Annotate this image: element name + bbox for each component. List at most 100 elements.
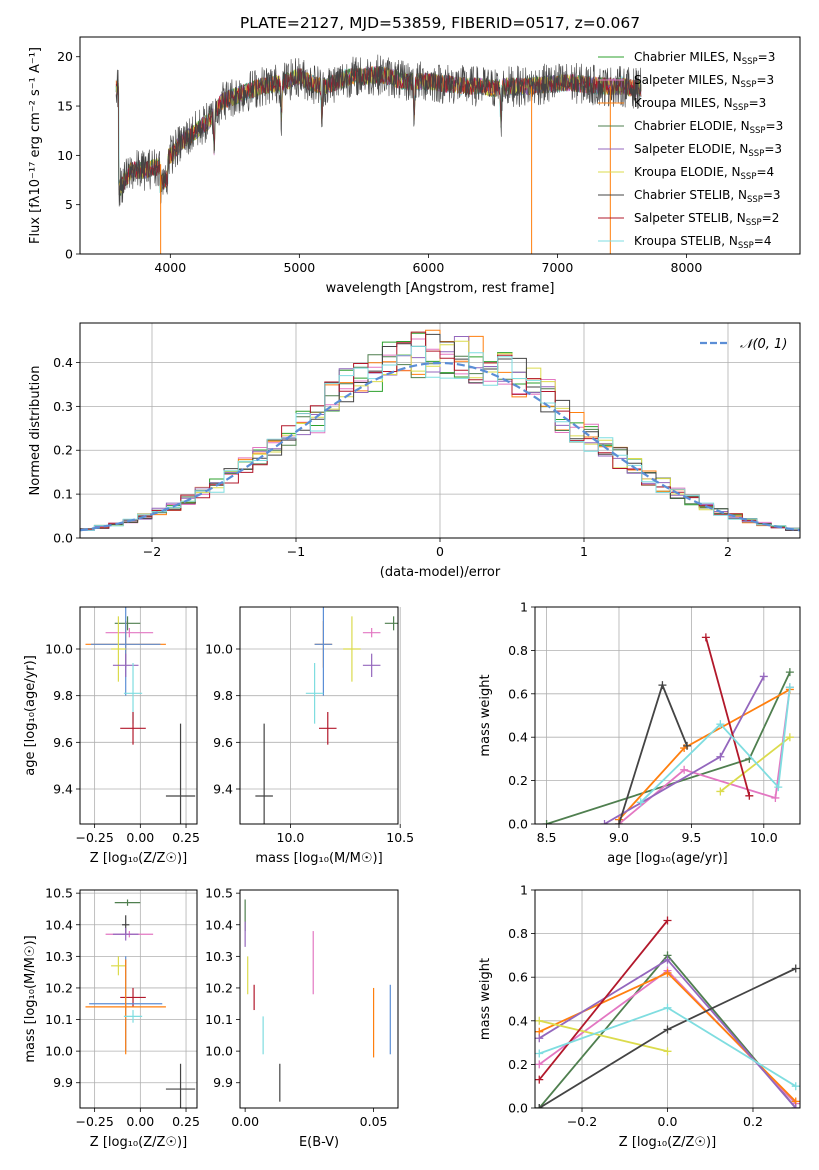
residuals-plot-area [80,329,800,532]
y-tick-label: 1 [520,883,528,898]
weight-marker [535,1104,544,1108]
weight-marker [663,955,672,964]
x-tick-label: 0.00 [126,1114,154,1129]
weight-marker [636,798,645,807]
weight-line [705,637,751,797]
age-weight-panel: 8.5 9.0 9.5 10.0 0.0 0.2 0.4 0.6 0.8 1 age [log₁₀(… [478,600,801,866]
y-tick-label: 10.4 [45,917,73,932]
y-axis-label: Normed distribution [28,366,43,496]
error-bar-point [314,607,333,696]
y-tick-label: 0.2 [508,773,528,788]
mass-age-panel: 10.0 10.5 9.4 9.6 9.8 10.0 mass [log₁₀(M/M☉)] [205,606,414,866]
x-tick-label: 0 [436,544,444,559]
x-axis-label: Z [log₁₀(Z/Z☉)] [619,1135,716,1150]
y-tick-label: 10.3 [45,949,73,964]
weight-series [614,681,692,824]
z-age-panel: −0.25 0.00 0.25 9.4 9.6 9.8 10.0 Z [log₁₀(Z/Z☉)… [23,606,200,866]
y-tick-label: 0 [65,247,73,262]
z-weight-frame [534,889,801,1109]
y-tick-label: 15 [57,99,73,114]
legend-label: Chabrier STELIB, NSSP=3 [634,188,781,205]
error-bar-point [114,899,141,906]
y-axis-label: Flux [fλ10⁻¹⁷ erg cm⁻² s⁻¹ A⁻¹] [28,47,43,244]
mass-age-plot-area [255,607,398,824]
age-weight-plot-area [542,633,794,824]
y-axis-label: mass weight [478,674,493,756]
y-tick-label: 9.6 [213,735,233,750]
error-bar-point [343,616,361,682]
weight-series [535,964,800,1108]
error-bar-point [123,1010,143,1023]
weight-marker [716,787,725,796]
y-tick-label: 10.5 [205,886,233,901]
y-tick-label: 10.0 [45,1044,73,1059]
y-tick-label: 0.4 [508,730,528,745]
error-bar-point [90,607,161,696]
legend-label: Kroupa ELODIE, NSSP=4 [634,165,774,182]
weight-series [716,733,794,796]
x-tick-label: 5000 [283,260,315,275]
weight-marker [663,1025,672,1034]
residual-legend: 𝒩(0, 1) [700,337,787,352]
weight-marker [716,752,725,761]
weight-series [701,633,754,800]
legend-label: Salpeter MILES, NSSP=3 [634,73,774,90]
x-tick-label: 10.0 [750,830,778,845]
weight-marker [785,733,794,742]
x-tick-label: 0.05 [360,1114,388,1129]
y-tick-label: 10.1 [205,1012,233,1027]
x-tick-label: 9.0 [609,830,629,845]
weight-marker [785,683,794,692]
y-tick-label: 0.6 [508,686,528,701]
error-bar-point [319,712,337,745]
ebv-mass-plot-area [244,899,391,1102]
x-axis-label: Z [log₁₀(Z/Z☉)] [90,1135,187,1150]
weight-marker [791,1104,800,1108]
weight-series [535,955,800,1108]
x-axis-label: E(B-V) [299,1135,339,1150]
y-tick-label: 10.5 [45,886,73,901]
x-tick-label: 0.00 [231,1114,259,1129]
weight-line [618,687,791,824]
weight-series [600,672,768,824]
weight-marker [701,633,710,642]
spectrum-frame [79,36,801,255]
x-tick-label: 0.25 [172,1114,200,1129]
z-weight-panel: −0.2 0.0 0.2 0.0 0.2 0.4 0.6 0.8 1 Z [log₁₀(Z/Z☉)… [478,883,801,1150]
y-tick-label: 10.0 [205,1044,233,1059]
x-tick-label: 9.5 [681,830,701,845]
error-bar-point [165,1063,196,1108]
error-bar-point [165,723,196,824]
x-tick-label: 10.0 [277,830,305,845]
legend-label: Kroupa MILES, NSSP=3 [634,96,766,113]
y-axis-label: mass weight [478,958,493,1040]
normal-reference-curve [80,361,800,532]
weight-marker [535,1049,544,1058]
weight-series [535,1003,800,1091]
weight-marker [683,741,692,750]
weight-marker [663,1047,672,1056]
x-tick-label: 10.5 [386,830,414,845]
y-tick-label: 9.4 [53,782,73,797]
weight-marker [680,765,689,774]
z-age-frame [79,606,198,825]
weight-marker [785,668,794,677]
weight-marker [745,791,754,800]
x-axis-label: age [log₁₀(age/yr)] [607,851,728,866]
weight-line [539,1019,668,1053]
legend-label: 𝒩(0, 1) [740,337,787,352]
x-axis-label: mass [log₁₀(M/M☉)] [255,851,382,866]
x-tick-label: −0.2 [567,1114,597,1129]
spectrum-panel: 4000 5000 6000 7000 8000 0 5 10 15 20 wavelength [… [28,36,801,296]
error-bar-point [120,712,146,745]
x-tick-label: 2 [724,544,732,559]
y-tick-label: 10.0 [205,642,233,657]
error-bar-point [114,616,141,631]
weight-series [535,916,672,1084]
y-tick-label: 1 [520,600,528,615]
legend-label: Chabrier MILES, NSSP=3 [634,50,775,67]
spectrum-legend: Chabrier MILES, NSSP=3 Salpeter MILES, NS… [598,50,783,251]
weight-line [538,919,669,1081]
weight-marker [791,964,800,973]
